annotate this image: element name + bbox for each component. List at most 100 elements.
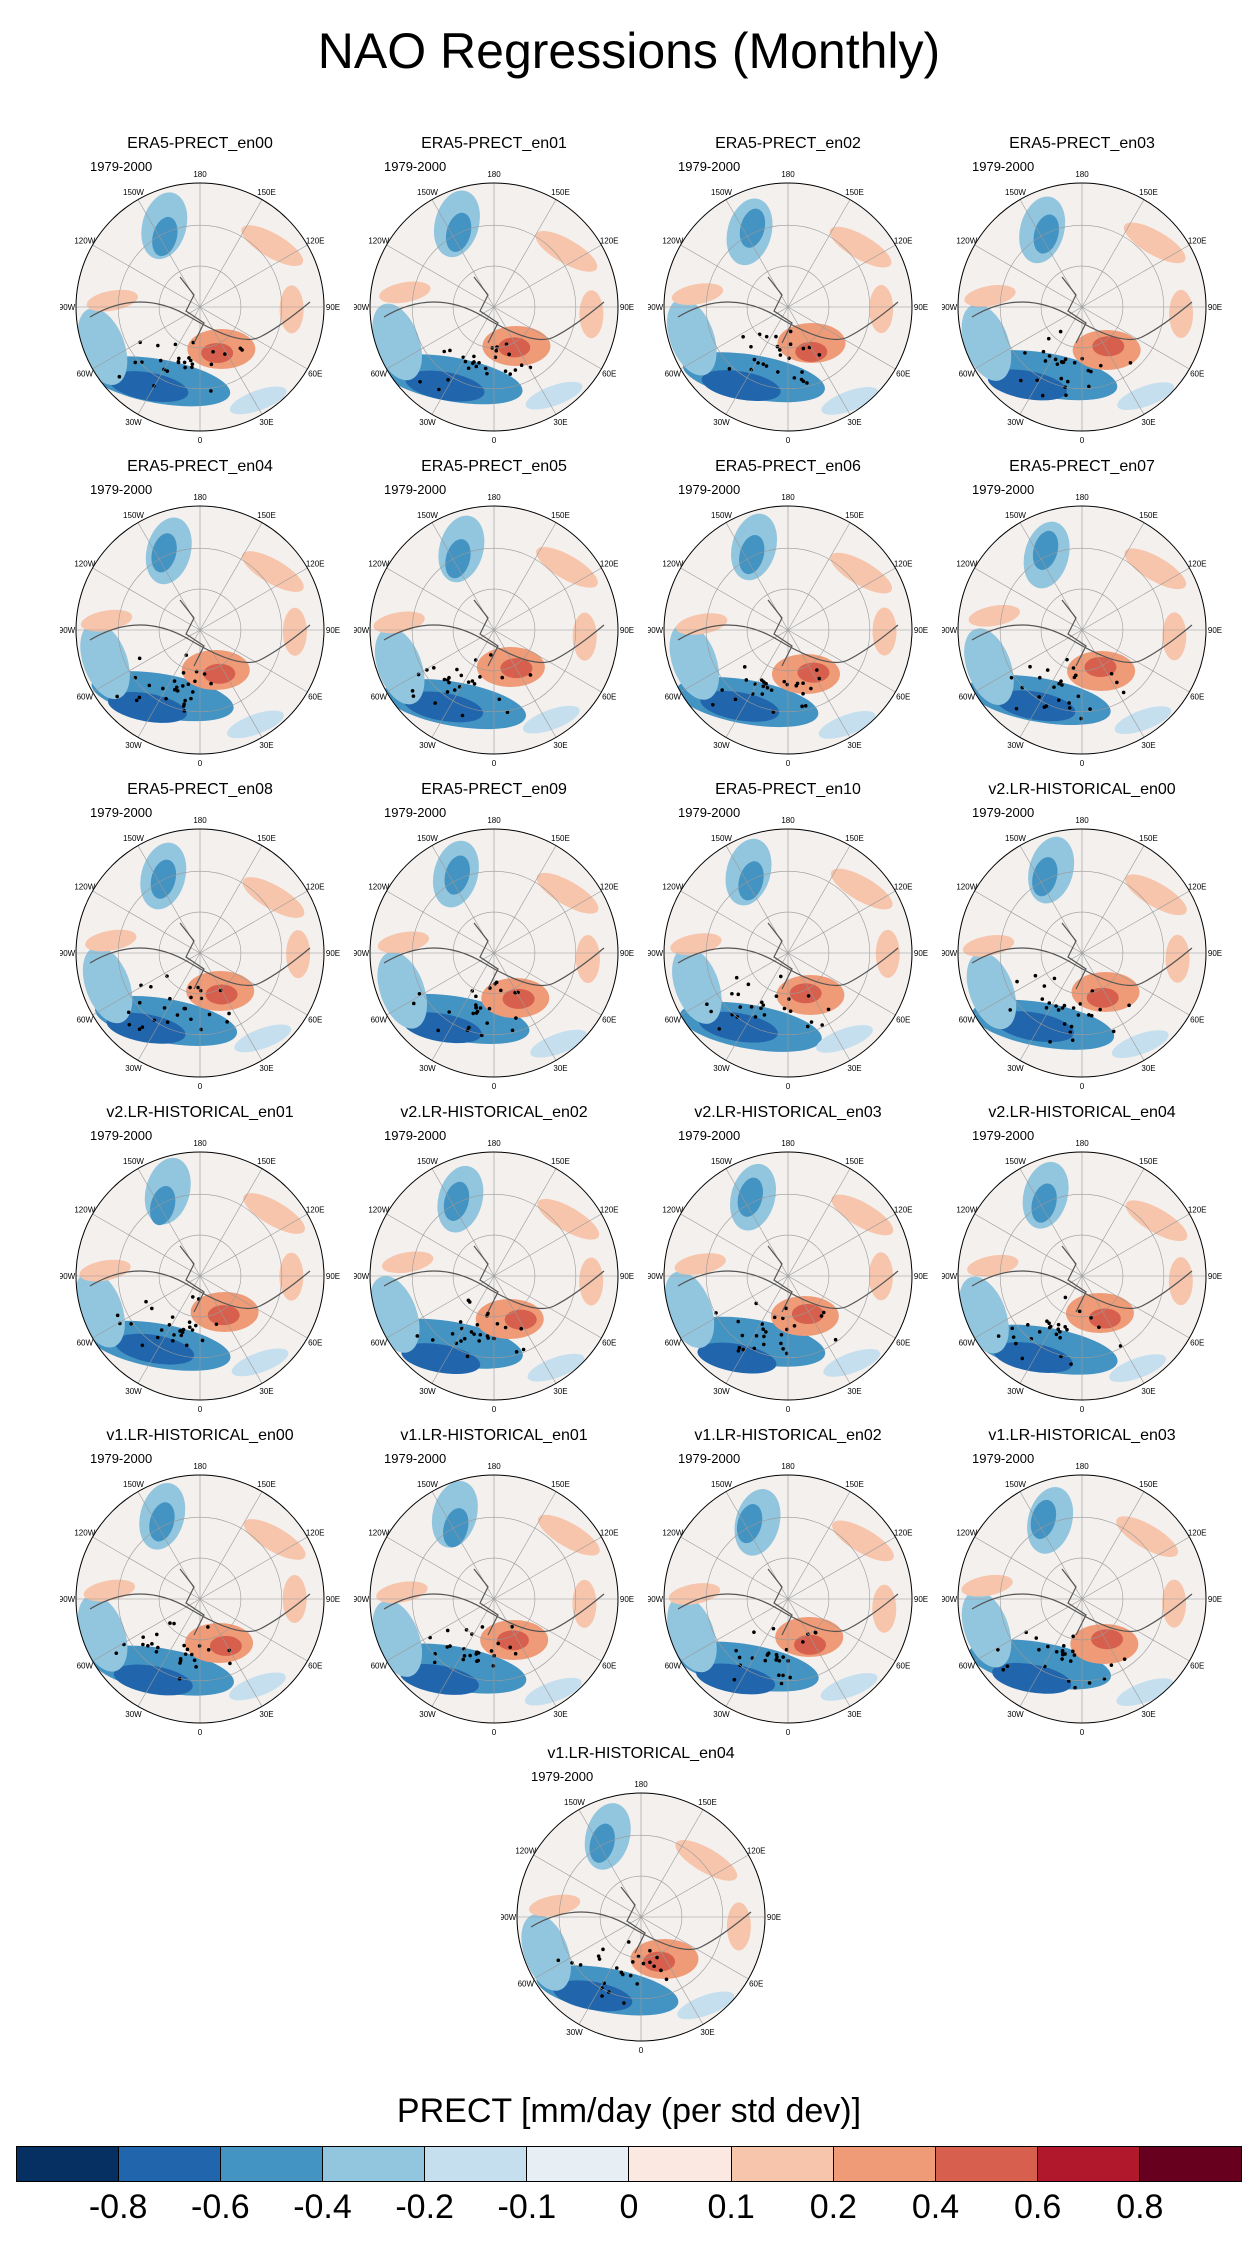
longitude-label: 90W <box>942 626 958 635</box>
panel-title: ERA5-PRECT_en10 <box>715 781 861 798</box>
longitude-label: 90E <box>620 949 634 958</box>
map-panel: v1.LR-HISTORICAL_en03 1979-2000 180 150E 120… <box>942 1427 1222 1737</box>
colorbar-box <box>119 2147 222 2181</box>
longitude-label: 30W <box>713 418 730 427</box>
longitude-label: 60E <box>896 693 910 702</box>
polar-map: 180 150E 120E 90E 60E 30E 0 30W 60W 90W 120W 150W <box>648 493 928 768</box>
longitude-label: 60E <box>1190 370 1204 379</box>
map-panel: ERA5-PRECT_en08 1979-2000 180 150E 120E 90E 60… <box>60 781 340 1091</box>
longitude-label: 90E <box>914 303 928 312</box>
longitude-label: 120E <box>600 1206 619 1215</box>
longitude-label: 150W <box>417 834 438 843</box>
longitude-label: 180 <box>781 1462 795 1471</box>
longitude-label: 180 <box>487 1139 501 1148</box>
longitude-label: 120W <box>368 883 389 892</box>
longitude-label: 30E <box>847 1064 861 1073</box>
longitude-label: 120E <box>306 1529 325 1538</box>
longitude-label: 60W <box>371 1339 388 1348</box>
longitude-label: 150W <box>711 188 732 197</box>
panel-title: v1.LR-HISTORICAL_en03 <box>988 1427 1176 1444</box>
longitude-label: 90E <box>1208 303 1222 312</box>
longitude-label: 30E <box>259 418 273 427</box>
longitude-label: 150W <box>1005 511 1026 520</box>
longitude-label: 90W <box>648 1272 664 1281</box>
longitude-label: 120W <box>368 237 389 246</box>
panel-period: 1979-2000 <box>90 159 153 174</box>
map-panel: ERA5-PRECT_en07 1979-2000 180 150E 120E 90E 60… <box>942 458 1222 768</box>
longitude-label: 90E <box>914 1272 928 1281</box>
longitude-label: 120W <box>956 883 977 892</box>
polar-map: 180 150E 120E 90E 60E 30E 0 30W 60W 90W 120W 150W <box>60 1139 340 1414</box>
polar-map: 180 150E 120E 90E 60E 30E 0 30W 60W 90W 120W 150W <box>648 816 928 1091</box>
longitude-label: 150W <box>417 511 438 520</box>
panel-period: 1979-2000 <box>972 482 1035 497</box>
panel-period: 1979-2000 <box>384 805 447 820</box>
panel-period: 1979-2000 <box>678 159 741 174</box>
longitude-label: 0 <box>1080 436 1085 445</box>
longitude-label: 120W <box>956 1529 977 1538</box>
longitude-label: 60E <box>602 1339 616 1348</box>
longitude-label: 90W <box>942 949 958 958</box>
longitude-label: 60W <box>959 370 976 379</box>
longitude-label: 90W <box>60 1595 76 1604</box>
colorbar-box <box>527 2147 630 2181</box>
longitude-label: 150W <box>711 1157 732 1166</box>
longitude-label: 120W <box>74 560 95 569</box>
longitude-label: 90W <box>354 303 370 312</box>
colorbar-box <box>629 2147 732 2181</box>
longitude-label: 30W <box>125 418 142 427</box>
longitude-label: 120W <box>662 1206 683 1215</box>
longitude-label: 90E <box>914 1595 928 1604</box>
longitude-label: 90W <box>60 303 76 312</box>
longitude-label: 60E <box>896 1662 910 1671</box>
longitude-label: 30W <box>125 1387 142 1396</box>
longitude-label: 120E <box>306 1206 325 1215</box>
panel-period: 1979-2000 <box>531 1769 594 1784</box>
longitude-label: 120W <box>662 883 683 892</box>
longitude-label: 150W <box>711 511 732 520</box>
longitude-label: 180 <box>1075 1139 1089 1148</box>
longitude-label: 60E <box>1190 1339 1204 1348</box>
longitude-label: 30W <box>419 418 436 427</box>
panel-period: 1979-2000 <box>972 1128 1035 1143</box>
longitude-label: 60W <box>665 693 682 702</box>
polar-map: 180 150E 120E 90E 60E 30E 0 30W 60W 90W 120W 150W <box>501 1780 781 2055</box>
longitude-label: 30W <box>125 1710 142 1719</box>
longitude-label: 90E <box>326 303 340 312</box>
longitude-label: 180 <box>1075 1462 1089 1471</box>
longitude-label: 180 <box>487 493 501 502</box>
longitude-label: 150E <box>551 1480 570 1489</box>
polar-map: 180 150E 120E 90E 60E 30E 0 30W 60W 90W 120W 150W <box>60 1462 340 1737</box>
longitude-label: 90E <box>326 1272 340 1281</box>
map-panel: ERA5-PRECT_en06 1979-2000 180 150E 120E 90E 60… <box>648 458 928 768</box>
longitude-label: 60W <box>959 693 976 702</box>
longitude-label: 180 <box>193 170 207 179</box>
colorbar-tick-label: 0.1 <box>707 2188 755 2226</box>
polar-map: 180 150E 120E 90E 60E 30E 0 30W 60W 90W 120W 150W <box>354 1139 634 1414</box>
longitude-label: 120E <box>747 1847 766 1856</box>
longitude-label: 90W <box>354 1595 370 1604</box>
longitude-label: 120W <box>515 1847 536 1856</box>
longitude-label: 30E <box>847 741 861 750</box>
longitude-label: 30E <box>1141 1710 1155 1719</box>
map-panel: v2.LR-HISTORICAL_en04 1979-2000 180 150E 120… <box>942 1104 1222 1414</box>
longitude-label: 180 <box>781 493 795 502</box>
longitude-label: 120E <box>600 237 619 246</box>
panel-period: 1979-2000 <box>90 1128 153 1143</box>
colorbar-tick-label: -0.2 <box>395 2188 454 2226</box>
longitude-label: 60E <box>602 693 616 702</box>
longitude-label: 150W <box>417 1480 438 1489</box>
longitude-label: 30E <box>553 741 567 750</box>
longitude-label: 30E <box>1141 1064 1155 1073</box>
longitude-label: 150E <box>1139 834 1158 843</box>
longitude-label: 120E <box>1188 237 1207 246</box>
longitude-label: 150W <box>1005 1157 1026 1166</box>
polar-map: 180 150E 120E 90E 60E 30E 0 30W 60W 90W 120W 150W <box>942 816 1222 1091</box>
longitude-label: 180 <box>487 1462 501 1471</box>
polar-map: 180 150E 120E 90E 60E 30E 0 30W 60W 90W 120W 150W <box>60 816 340 1091</box>
polar-map: 180 150E 120E 90E 60E 30E 0 30W 60W 90W 120W 150W <box>648 1462 928 1737</box>
longitude-label: 150E <box>551 834 570 843</box>
longitude-label: 0 <box>786 1405 791 1414</box>
longitude-label: 60E <box>896 370 910 379</box>
panel-title: ERA5-PRECT_en06 <box>715 458 861 475</box>
